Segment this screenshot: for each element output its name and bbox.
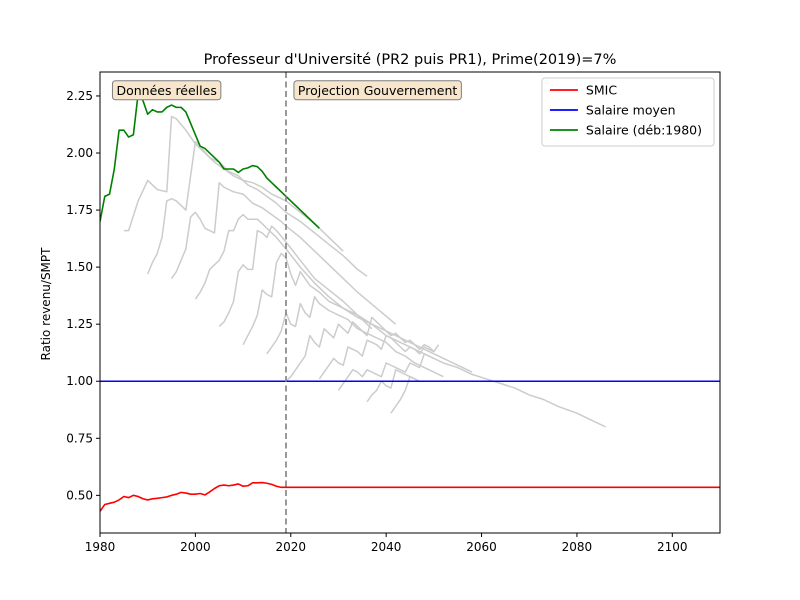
trajectory-line-12	[337, 353, 435, 391]
annotation-text: Projection Gouvernement	[298, 83, 457, 98]
y-tick-label: 1.25	[66, 317, 93, 331]
trajectory-line-4	[146, 140, 368, 277]
chart-title: Professeur d'Université (PR2 puis PR1), …	[204, 52, 617, 68]
trajectory-line-5	[170, 181, 397, 325]
trajectory-line-6	[194, 213, 606, 428]
y-tick-label: 0.75	[66, 431, 93, 445]
x-tick-label: 2040	[371, 540, 402, 554]
trajectory-line-9	[266, 296, 444, 378]
trajectory-line-10	[285, 316, 435, 382]
y-tick-label: 2.25	[66, 89, 93, 103]
annotation-box: Projection Gouvernement	[293, 80, 462, 101]
x-tick-label: 2080	[562, 540, 593, 554]
y-axis-label: Ratio revenu/SMPT	[39, 247, 53, 361]
trajectory-line-13	[366, 369, 420, 403]
y-tick-label: 1.00	[66, 374, 93, 388]
x-tick-label: 1980	[85, 540, 116, 554]
legend: SMIC Salaire moyen Salaire (déb:1980)	[541, 77, 715, 147]
annotation-text: Données réelles	[116, 83, 216, 98]
legend-box	[541, 77, 715, 147]
series-lines	[100, 92, 720, 512]
legend-label: Salaire (déb:1980)	[586, 123, 702, 138]
trajectory-line-14	[390, 375, 420, 414]
x-tick-label: 2100	[657, 540, 688, 554]
series-line-smic	[100, 481, 720, 512]
trajectory-line-11	[318, 334, 440, 380]
annotation-box: Données réelles	[111, 80, 222, 101]
plot-frame	[99, 71, 721, 534]
plot-area: 1980 2000 2020 2040 2060 2080 2100 0.50 0.75 1.00…	[66, 71, 721, 554]
trajectory-line-8	[242, 252, 473, 373]
trajectory-line-7	[218, 225, 373, 330]
x-tick-label: 2060	[466, 540, 497, 554]
y-tick-label: 2.00	[66, 146, 93, 160]
y-tick-label: 1.75	[66, 203, 93, 217]
series-line-salaire-d-b-1980	[100, 92, 320, 229]
legend-label: Salaire moyen	[586, 103, 676, 118]
y-tick-label: 0.50	[66, 488, 93, 502]
x-tick-label: 2020	[275, 540, 306, 554]
annotation-box-bg	[111, 80, 222, 101]
legend-label: SMIC	[586, 83, 617, 98]
x-tick-label: 2000	[180, 540, 211, 554]
annotation-box-bg	[293, 80, 462, 101]
y-tick-label: 1.50	[66, 260, 93, 274]
annotation-layer: Données réelles Projection Gouvernement	[111, 80, 462, 101]
